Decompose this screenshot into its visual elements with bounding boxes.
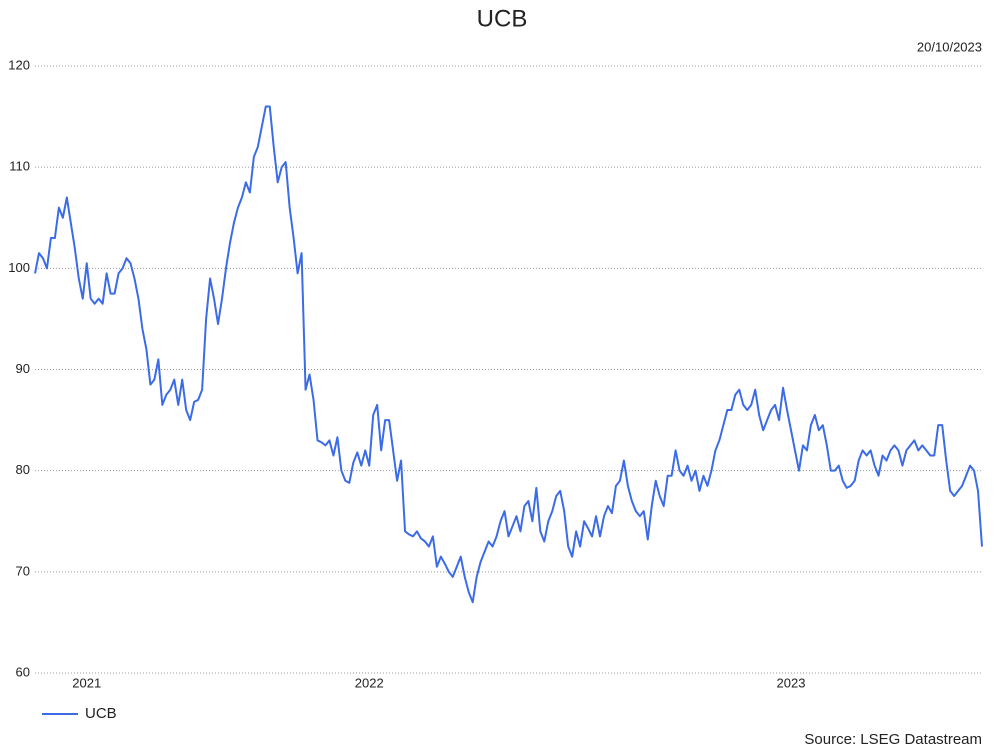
y-tick-label: 110 <box>9 159 30 174</box>
y-tick-label: 80 <box>16 462 30 477</box>
y-tick-label: 70 <box>16 563 30 578</box>
source: Source: LSEG Datastream <box>804 731 982 748</box>
line <box>34 105 983 604</box>
x-tick-label: 2023 <box>777 675 806 690</box>
y-tick-label: 120 <box>8 57 30 72</box>
x-tick-label: 2022 <box>355 675 384 690</box>
x-tick-label: 2021 <box>72 675 101 690</box>
date-annotation: 20/10/2023 <box>917 39 982 54</box>
y-tick-label: 60 <box>16 664 30 679</box>
chart-title: UCB <box>477 5 528 32</box>
y-tick-label: 100 <box>8 260 30 275</box>
legend-label: UCB <box>85 705 117 722</box>
y-tick-label: 90 <box>16 361 30 376</box>
